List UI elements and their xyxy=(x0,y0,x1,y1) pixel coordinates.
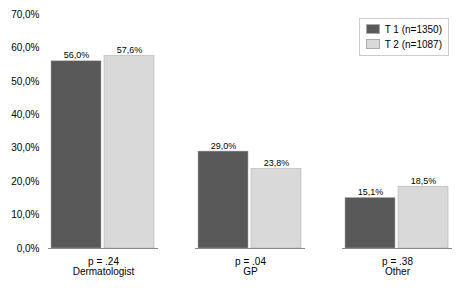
svg-text:15,1%: 15,1% xyxy=(358,187,384,197)
svg-text:10,0%: 10,0% xyxy=(11,209,39,220)
svg-text:70,0%: 70,0% xyxy=(11,9,39,20)
html-text:T 1 (n=1350): T 1 (n=1350) xyxy=(384,24,442,35)
svg-text:p = .24Dermatologist: p = .24Dermatologist xyxy=(73,256,135,277)
svg-text:29,0%: 29,0% xyxy=(211,141,237,151)
svg-text:p = .04GP: p = .04GP xyxy=(235,256,266,277)
svg-text:50,0%: 50,0% xyxy=(11,76,39,87)
svg-text:60,0%: 60,0% xyxy=(11,42,39,53)
html-text:T 2 (n=1087): T 2 (n=1087) xyxy=(384,39,442,50)
svg-text:40,0%: 40,0% xyxy=(11,109,39,120)
svg-text:23,8%: 23,8% xyxy=(264,158,290,168)
svg-text:18,5%: 18,5% xyxy=(411,176,437,186)
svg-text:0,0%: 0,0% xyxy=(17,243,40,254)
svg-text:p = .38Other: p = .38Other xyxy=(382,256,413,277)
svg-text:20,0%: 20,0% xyxy=(11,176,39,187)
svg-text:57,6%: 57,6% xyxy=(117,45,143,55)
svg-text:30,0%: 30,0% xyxy=(11,142,39,153)
svg-text:56,0%: 56,0% xyxy=(64,50,90,60)
